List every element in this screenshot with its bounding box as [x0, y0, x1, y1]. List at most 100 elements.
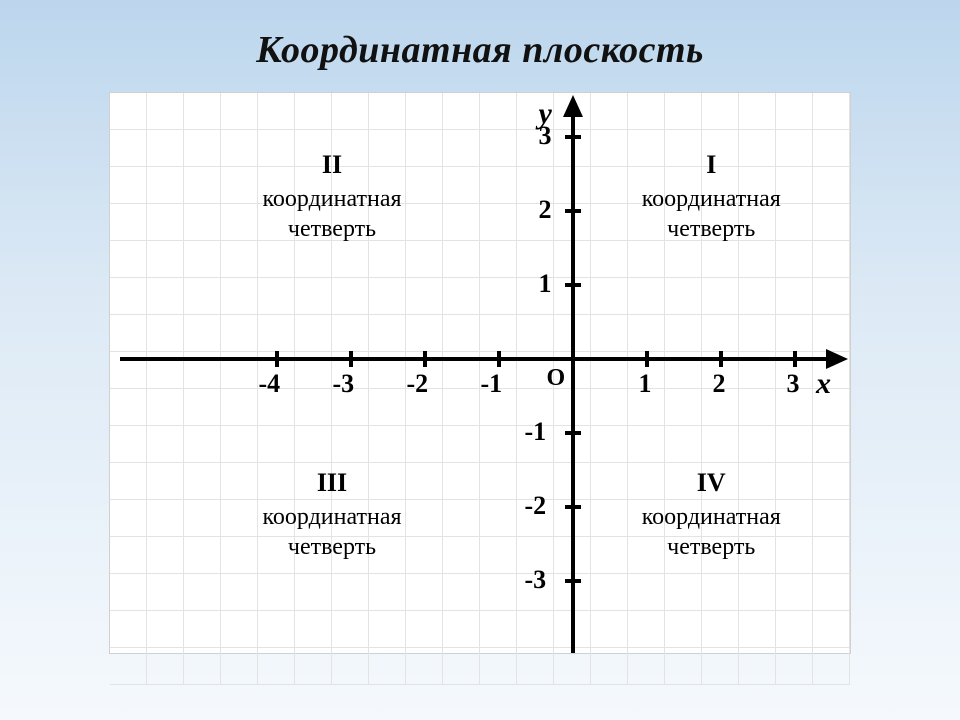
quadrant-text-II-2: четверть — [232, 214, 432, 244]
origin-label: O — [547, 365, 566, 392]
coordinate-plane: yxO-4-3-2-1123-3-2-1123Iкоординатнаячетв… — [109, 92, 851, 654]
grid-cell — [480, 93, 517, 130]
grid-cell — [147, 537, 184, 574]
quadrant-text-I-2: четверть — [611, 214, 811, 244]
grid-cell — [443, 167, 480, 204]
grid-cell — [443, 537, 480, 574]
grid-cell — [332, 93, 369, 130]
grid-cell — [258, 426, 295, 463]
grid-cell — [221, 315, 258, 352]
grid-cell — [110, 204, 147, 241]
y-tick-label: 3 — [539, 121, 552, 151]
grid-cell — [739, 315, 776, 352]
grid-cell — [332, 315, 369, 352]
grid-cell — [258, 278, 295, 315]
grid-cell — [221, 611, 258, 648]
grid-cell — [813, 611, 850, 648]
grid-cell — [480, 315, 517, 352]
y-tick — [565, 135, 581, 139]
quadrant-roman-IV: IV — [691, 468, 731, 498]
grid-cell — [776, 463, 813, 500]
grid-cell — [739, 648, 776, 685]
grid-cell — [591, 93, 628, 130]
y-tick — [565, 283, 581, 287]
grid-cell — [443, 463, 480, 500]
y-axis — [571, 103, 575, 653]
quadrant-roman-I: I — [691, 150, 731, 180]
grid-cell — [295, 611, 332, 648]
grid-cell — [591, 315, 628, 352]
x-tick-label: -3 — [333, 369, 355, 399]
x-tick-label: -4 — [259, 369, 281, 399]
grid-cell — [258, 241, 295, 278]
grid-cell — [591, 130, 628, 167]
grid-cell — [443, 389, 480, 426]
grid-cell — [739, 611, 776, 648]
grid-cell — [702, 278, 739, 315]
quadrant-text-III-2: четверть — [232, 532, 432, 562]
grid-cell — [443, 204, 480, 241]
grid-cell — [813, 537, 850, 574]
grid-cell — [443, 315, 480, 352]
grid-cell — [258, 93, 295, 130]
grid-cell — [221, 93, 258, 130]
x-tick-label: 2 — [713, 369, 726, 399]
quadrant-text-I-1: координатная — [611, 184, 811, 214]
grid-cell — [295, 93, 332, 130]
grid-cell — [184, 204, 221, 241]
grid-cell — [369, 574, 406, 611]
grid-cell — [147, 574, 184, 611]
grid-cell — [628, 278, 665, 315]
grid-cell — [184, 278, 221, 315]
grid-cell — [739, 463, 776, 500]
grid-cell — [480, 463, 517, 500]
x-tick-label: 1 — [639, 369, 652, 399]
grid-cell — [591, 389, 628, 426]
grid-cell — [443, 611, 480, 648]
grid-cell — [776, 648, 813, 685]
grid-cell — [480, 167, 517, 204]
grid-cell — [369, 130, 406, 167]
grid-cell — [184, 315, 221, 352]
grid-cell — [665, 278, 702, 315]
grid-cell — [184, 574, 221, 611]
grid-cell — [295, 315, 332, 352]
grid-cell — [776, 611, 813, 648]
grid-cell — [147, 278, 184, 315]
page-title: Координатная плоскость — [0, 0, 960, 72]
y-tick-label: -1 — [525, 417, 547, 447]
y-tick — [565, 209, 581, 213]
grid-cell — [369, 463, 406, 500]
x-tick — [349, 351, 353, 367]
grid-cell — [110, 389, 147, 426]
grid-cell — [147, 167, 184, 204]
grid-cell — [406, 93, 443, 130]
grid-cell — [591, 241, 628, 278]
grid-cell — [110, 278, 147, 315]
grid-cell — [332, 241, 369, 278]
grid-cell — [739, 130, 776, 167]
grid-cell — [406, 463, 443, 500]
x-axis-arrow-icon — [826, 349, 848, 369]
grid-cell — [517, 648, 554, 685]
grid-cell — [221, 463, 258, 500]
grid-cell — [443, 574, 480, 611]
grid-cell — [332, 278, 369, 315]
grid-cell — [517, 315, 554, 352]
grid-cell — [110, 426, 147, 463]
grid-cell — [628, 611, 665, 648]
grid-cell — [591, 574, 628, 611]
grid-cell — [110, 611, 147, 648]
grid-cell — [739, 278, 776, 315]
quadrant-text-II-1: координатная — [232, 184, 432, 214]
x-tick-label: -2 — [407, 369, 429, 399]
grid-cell — [443, 500, 480, 537]
grid-cell — [184, 611, 221, 648]
quadrant-text-III-1: координатная — [232, 502, 432, 532]
grid-cell — [480, 130, 517, 167]
grid-cell — [739, 241, 776, 278]
grid-cell — [147, 93, 184, 130]
grid-cell — [480, 500, 517, 537]
grid-cell — [776, 426, 813, 463]
grid-cell — [184, 537, 221, 574]
